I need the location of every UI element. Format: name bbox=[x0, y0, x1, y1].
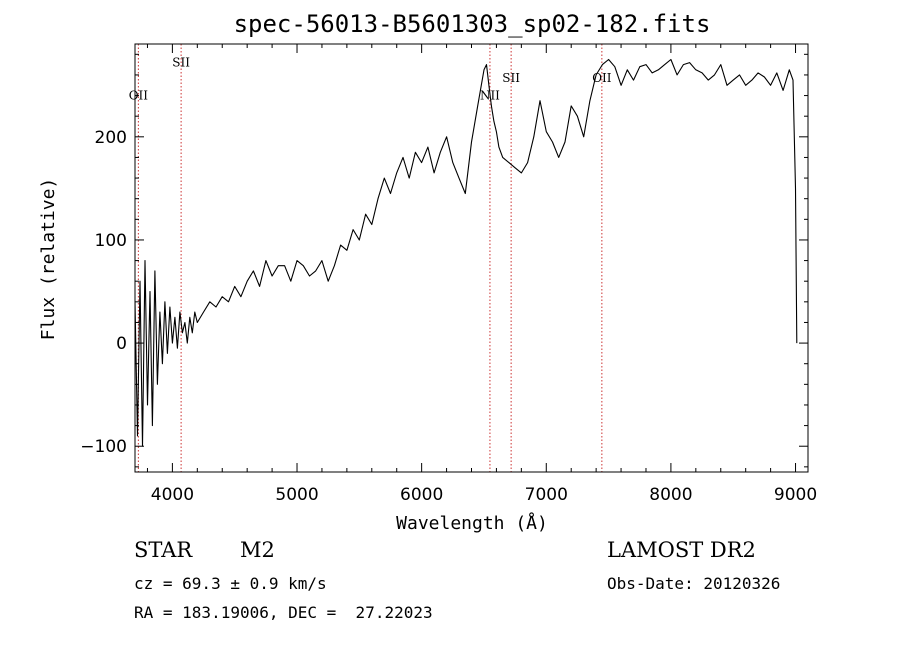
y-tick-label: −100 bbox=[80, 437, 127, 457]
emission-line-label: SII bbox=[502, 71, 520, 85]
y-tick-label: 100 bbox=[95, 231, 127, 251]
class-label: STAR bbox=[134, 538, 193, 562]
spectrum-line bbox=[135, 58, 798, 447]
x-axis-label: Wavelength (Å) bbox=[396, 512, 548, 534]
x-tick-label: 5000 bbox=[275, 485, 318, 505]
emission-line-label: OII bbox=[592, 71, 612, 85]
obs-date-text: Obs-Date: 20120326 bbox=[607, 574, 781, 593]
x-tick-label: 4000 bbox=[151, 485, 194, 505]
y-tick-label: 0 bbox=[116, 334, 127, 354]
redshift-text: cz = 69.3 ± 0.9 km/s bbox=[134, 574, 327, 593]
y-axis-label: Flux (relative) bbox=[38, 178, 59, 341]
emission-line-label: SII bbox=[172, 56, 190, 70]
plot-frame bbox=[134, 43, 809, 473]
chart-title: spec-56013-B5601303_sp02-182.fits bbox=[234, 10, 711, 38]
x-tick-label: 7000 bbox=[525, 485, 568, 505]
x-tick-label: 8000 bbox=[649, 485, 692, 505]
ra-dec-text: RA = 183.19006, DEC = 27.22023 bbox=[134, 603, 433, 622]
subclass-label: M2 bbox=[240, 538, 275, 562]
y-tick-label: 200 bbox=[95, 128, 127, 148]
x-tick-label: 6000 bbox=[400, 485, 443, 505]
survey-label: LAMOST DR2 bbox=[607, 538, 756, 562]
x-tick-label: 9000 bbox=[774, 485, 817, 505]
